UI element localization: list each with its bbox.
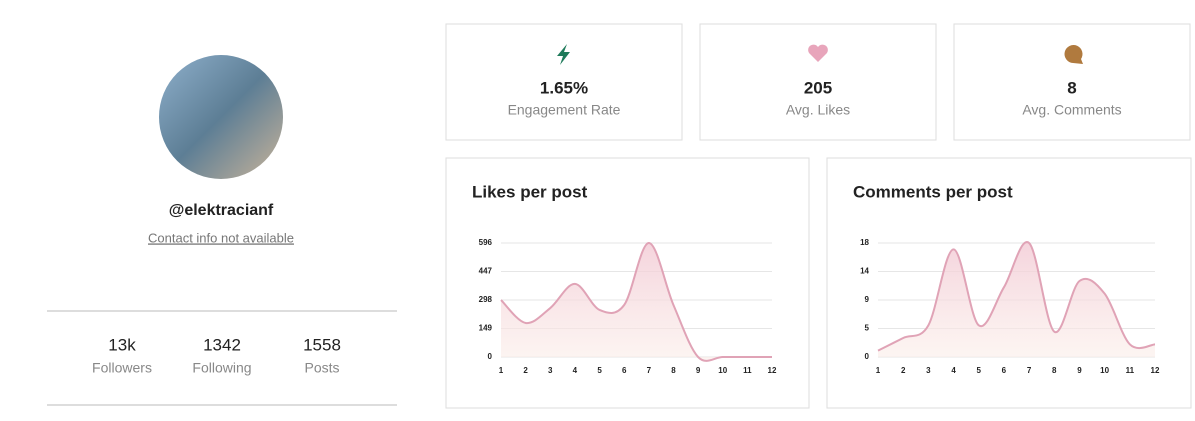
line — [877, 241, 1156, 352]
heart-icon — [808, 44, 828, 62]
x-tick-label: 6 — [1002, 366, 1007, 375]
line — [500, 241, 772, 362]
chart-title: Likes per post — [472, 182, 588, 201]
y-tick-label: 447 — [479, 267, 493, 276]
x-tick-label: 4 — [573, 366, 578, 375]
stat-card — [699, 23, 937, 141]
count-label: Posts — [304, 360, 339, 376]
x-tick-label: 3 — [926, 366, 931, 375]
chart-card — [445, 157, 810, 409]
chart-title: Comments per post — [853, 182, 1013, 201]
x-tick-label: 7 — [1027, 366, 1032, 375]
x-tick-label: 5 — [977, 366, 982, 375]
y-tick-label: 9 — [865, 295, 870, 304]
x-tick-label: 8 — [671, 366, 676, 375]
x-tick-label: 11 — [1126, 366, 1135, 375]
stat-value: 8 — [1067, 78, 1076, 97]
count-value: 1558 — [303, 335, 341, 354]
y-tick-label: 298 — [479, 295, 493, 304]
stat-card — [445, 23, 683, 141]
y-tick-label: 14 — [860, 267, 869, 276]
count-value: 13k — [108, 335, 136, 354]
y-tick-label: 18 — [860, 238, 869, 247]
stat-label: Avg. Comments — [1022, 102, 1121, 118]
x-tick-label: 3 — [548, 366, 553, 375]
x-tick-label: 12 — [768, 366, 777, 375]
stat-card — [953, 23, 1191, 141]
x-tick-label: 8 — [1052, 366, 1057, 375]
x-tick-label: 2 — [901, 366, 906, 375]
y-tick-label: 0 — [488, 352, 493, 361]
stat-label: Avg. Likes — [786, 102, 850, 118]
x-tick-label: 6 — [622, 366, 627, 375]
y-tick-label: 149 — [479, 324, 493, 333]
handle: @elektracianf — [169, 202, 274, 219]
x-tick-label: 4 — [951, 366, 956, 375]
y-tick-label: 596 — [479, 238, 493, 247]
x-tick-label: 5 — [597, 366, 602, 375]
count-label: Following — [192, 360, 251, 376]
x-tick-label: 1 — [876, 366, 881, 375]
x-tick-label: 10 — [1100, 366, 1109, 375]
stat-value: 205 — [804, 78, 832, 97]
comment-icon — [1064, 45, 1083, 64]
bolt-icon — [557, 44, 570, 65]
y-tick-label: 5 — [865, 324, 870, 333]
area — [501, 243, 772, 361]
x-tick-label: 12 — [1151, 366, 1160, 375]
x-tick-label: 9 — [696, 366, 701, 375]
count-label: Followers — [92, 360, 152, 376]
x-tick-label: 10 — [718, 366, 727, 375]
count-value: 1342 — [203, 335, 241, 354]
stat-value: 1.65% — [540, 78, 588, 97]
x-tick-label: 2 — [523, 366, 528, 375]
contact-link[interactable]: Contact info not available — [148, 230, 294, 245]
x-tick-label: 1 — [499, 366, 504, 375]
x-tick-label: 9 — [1077, 366, 1082, 375]
y-tick-label: 0 — [865, 352, 870, 361]
area — [878, 242, 1155, 357]
x-tick-label: 11 — [743, 366, 752, 375]
stat-label: Engagement Rate — [508, 102, 621, 118]
avatar — [159, 55, 283, 179]
x-tick-label: 7 — [647, 366, 652, 375]
